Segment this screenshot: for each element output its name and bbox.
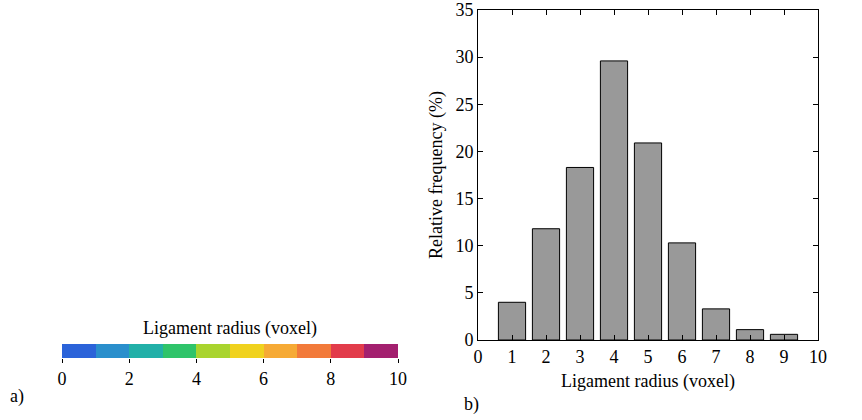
svg-text:Relative frequency (%): Relative frequency (%) [426,91,447,259]
svg-text:0: 0 [58,369,67,389]
svg-text:1: 1 [508,347,517,367]
svg-text:7: 7 [712,347,721,367]
svg-text:2: 2 [542,347,551,367]
svg-text:30: 30 [455,47,473,67]
svg-text:20: 20 [455,142,473,162]
svg-text:8: 8 [326,369,335,389]
svg-text:b): b) [464,394,479,415]
svg-text:25: 25 [455,95,473,115]
svg-text:8: 8 [746,347,755,367]
svg-text:6: 6 [678,347,687,367]
svg-text:Ligament radius (voxel): Ligament radius (voxel) [561,371,735,392]
svg-text:Ligament radius (voxel): Ligament radius (voxel) [143,318,317,339]
svg-text:10: 10 [809,347,827,367]
svg-text:15: 15 [455,189,473,209]
svg-text:4: 4 [610,347,619,367]
svg-text:6: 6 [259,369,268,389]
svg-text:9: 9 [780,347,789,367]
svg-text:10: 10 [455,236,473,256]
svg-text:2: 2 [125,369,134,389]
svg-text:0: 0 [464,330,473,350]
svg-text:35: 35 [455,0,473,20]
svg-text:4: 4 [192,369,201,389]
svg-text:5: 5 [464,283,473,303]
svg-text:3: 3 [576,347,585,367]
svg-text:a): a) [10,386,24,407]
svg-text:10: 10 [389,369,407,389]
svg-text:5: 5 [644,347,653,367]
svg-text:0: 0 [474,347,483,367]
